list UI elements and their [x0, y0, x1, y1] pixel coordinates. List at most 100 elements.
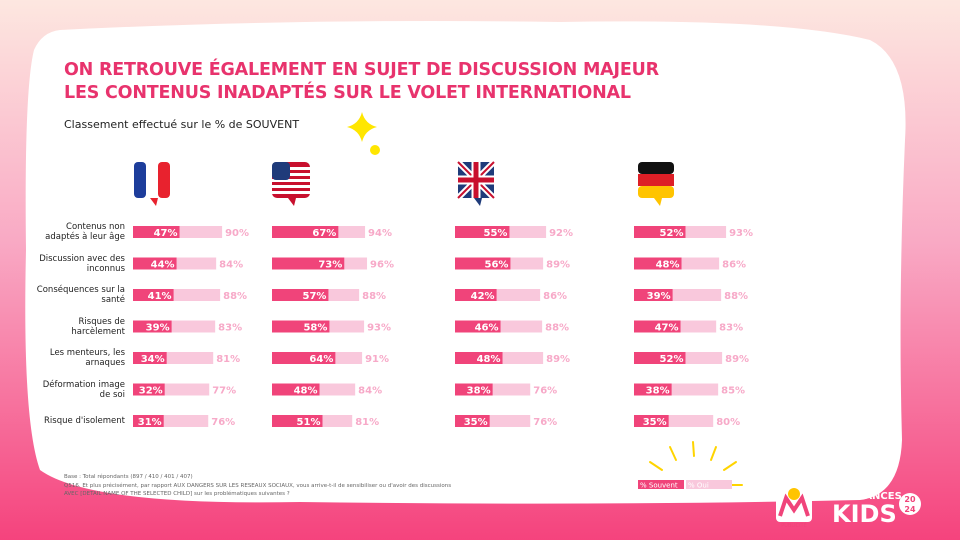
label-oui: 89%	[725, 354, 749, 365]
label-souvent: 39%	[647, 291, 671, 302]
flag-fr	[134, 162, 170, 206]
label-oui: 88%	[362, 291, 386, 302]
category-label: Les menteurs, les arnaques	[49, 348, 125, 368]
label-oui: 88%	[223, 291, 247, 302]
bar-souvent	[133, 289, 174, 301]
bar-souvent	[272, 257, 345, 270]
label-souvent: 32%	[139, 386, 163, 397]
legend-swatch	[686, 480, 732, 489]
category-label: Conséquences sur la santé	[36, 285, 125, 305]
flag-de	[638, 162, 674, 206]
bar-souvent	[272, 289, 329, 301]
label-oui: 76%	[533, 386, 557, 397]
label-souvent: 56%	[485, 260, 509, 271]
label-souvent: 39%	[146, 323, 170, 334]
brand-top: TENDANCES	[834, 491, 902, 502]
label-souvent: 51%	[297, 417, 321, 428]
bar-souvent	[455, 289, 497, 301]
label-souvent: 42%	[471, 291, 495, 302]
title-line: ON RETROUVE ÉGALEMENT EN SUJET DE DISCUS…	[64, 60, 659, 80]
footnote: Base : Total répondants (897 / 410 / 401…	[64, 474, 193, 480]
label-oui: 88%	[545, 323, 569, 334]
brand-main: KIDS	[832, 500, 897, 528]
category-label: Déformation image de soi	[42, 379, 125, 400]
label-souvent: 38%	[646, 386, 670, 397]
bar-souvent	[634, 352, 686, 364]
label-souvent: 57%	[302, 291, 326, 302]
bar-souvent	[634, 320, 681, 333]
label-souvent: 73%	[318, 260, 342, 271]
bar-souvent	[634, 415, 669, 427]
label-oui: 86%	[722, 260, 746, 271]
bar-souvent	[455, 226, 510, 238]
label-oui: 80%	[716, 417, 740, 428]
label-oui: 88%	[724, 291, 748, 302]
flag-us	[272, 162, 310, 206]
category-label: Risques de harcèlement	[71, 316, 125, 337]
label-oui: 94%	[368, 228, 392, 239]
category-label: Discussion avec des inconnus	[39, 253, 125, 274]
subtitle: Classement effectué sur le % de SOUVENT	[64, 118, 300, 131]
bar-souvent	[634, 226, 686, 238]
label-souvent: 48%	[294, 386, 318, 397]
label-souvent: 48%	[477, 354, 501, 365]
label-souvent: 52%	[660, 354, 684, 365]
label-oui: 93%	[367, 323, 391, 334]
title-line: LES CONTENUS INADAPTÉS SUR LE VOLET INTE…	[64, 83, 631, 103]
label-souvent: 58%	[303, 323, 327, 334]
year-top: 20	[904, 495, 916, 504]
label-souvent: 31%	[138, 417, 162, 428]
label-oui: 83%	[218, 323, 242, 334]
label-oui: 77%	[212, 386, 236, 397]
label-oui: 96%	[370, 260, 394, 271]
label-souvent: 34%	[141, 354, 165, 365]
label-souvent: 47%	[655, 323, 679, 334]
bar-souvent	[272, 383, 320, 396]
bar-souvent	[133, 226, 180, 238]
label-oui: 92%	[549, 228, 573, 239]
label-souvent: 55%	[484, 228, 508, 239]
label-souvent: 52%	[660, 228, 684, 239]
star	[347, 112, 377, 142]
label-souvent: 46%	[475, 323, 499, 334]
label-oui: 91%	[365, 354, 389, 365]
label-oui: 76%	[211, 417, 235, 428]
label-souvent: 35%	[464, 417, 488, 428]
label-souvent: 41%	[148, 291, 172, 302]
bar-souvent	[634, 257, 682, 270]
label-oui: 81%	[216, 354, 240, 365]
label-souvent: 38%	[467, 386, 491, 397]
label-souvent: 47%	[154, 228, 178, 239]
bar-souvent	[455, 415, 490, 427]
label-oui: 84%	[358, 386, 382, 397]
bar-souvent	[455, 257, 511, 270]
label-oui: 89%	[546, 260, 570, 271]
footnote: AVEC [DETAIL NAME OF THE SELECTED CHILD]…	[64, 491, 290, 497]
label-souvent: 44%	[151, 260, 175, 271]
bar-souvent	[272, 320, 330, 333]
label-oui: 83%	[719, 323, 743, 334]
legend-swatch	[638, 480, 684, 489]
m6-sub: PUBLICITÉ	[781, 521, 807, 529]
bar-souvent	[133, 257, 177, 270]
label-oui: 84%	[219, 260, 243, 271]
flag-uk	[455, 159, 497, 206]
bar-souvent	[634, 289, 673, 301]
label-oui: 90%	[225, 228, 249, 239]
bar-souvent	[455, 383, 493, 396]
year-badge	[899, 493, 921, 515]
bar-souvent	[455, 320, 501, 333]
bar-souvent	[133, 383, 165, 396]
label-oui: 85%	[721, 386, 745, 397]
bar-souvent	[272, 226, 339, 238]
category-label: Contenus non adaptés à leur âge	[45, 222, 125, 242]
legend-label: % Souvent	[640, 482, 678, 490]
bar-souvent	[634, 383, 672, 396]
dot	[370, 145, 380, 155]
bar-souvent	[272, 415, 323, 427]
category-label: Risque d'isolement	[44, 416, 125, 426]
bar-souvent	[133, 415, 164, 427]
bar-souvent	[272, 352, 336, 364]
legend-label: % Oui	[688, 482, 709, 490]
